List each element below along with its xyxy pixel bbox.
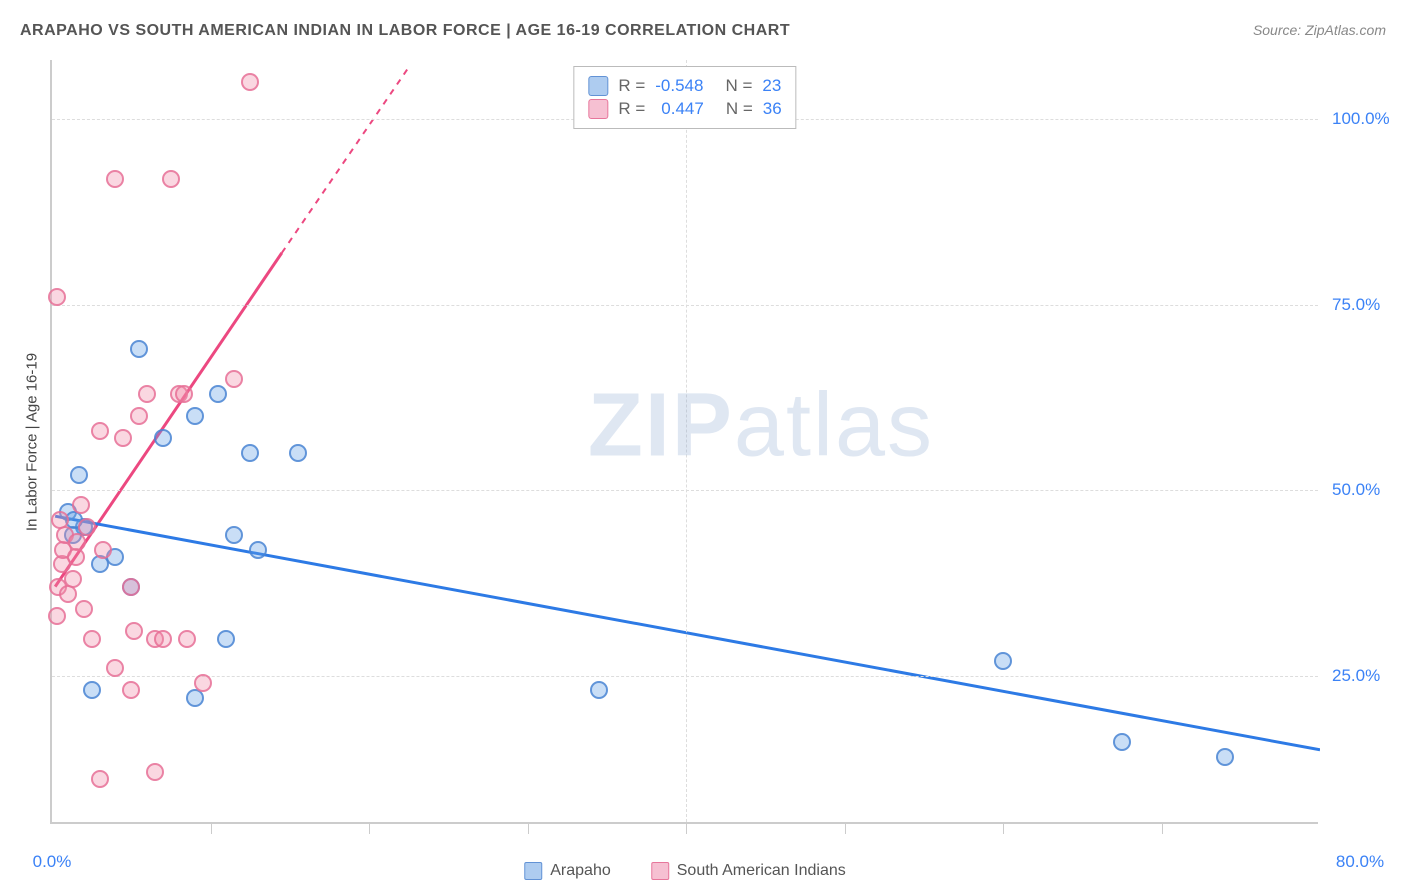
x-tick (1003, 824, 1004, 834)
correlation-legend: R = -0.548 N = 23 R = 0.447 N = 36 (573, 66, 796, 129)
y-axis-title: In Labor Force | Age 16-19 (24, 353, 41, 531)
n-label: N = (726, 99, 753, 119)
n-label: N = (725, 76, 752, 96)
watermark-light: atlas (734, 375, 934, 475)
point-sai (162, 170, 180, 188)
x-tick (211, 824, 212, 834)
x-end-label: 80.0% (1336, 852, 1384, 872)
point-sai (194, 674, 212, 692)
legend-label-sai: South American Indians (677, 862, 846, 880)
legend-row-arapaho: R = -0.548 N = 23 (588, 76, 781, 96)
n-value-arapaho: 23 (762, 76, 781, 96)
x-tick (686, 824, 687, 834)
point-sai (48, 607, 66, 625)
point-sai (122, 578, 140, 596)
point-arapaho (225, 526, 243, 544)
source-attribution: Source: ZipAtlas.com (1253, 22, 1386, 38)
r-label: R = (618, 76, 645, 96)
gridline-h (52, 490, 1318, 491)
point-sai (106, 170, 124, 188)
n-value-sai: 36 (763, 99, 782, 119)
gridline-h (52, 305, 1318, 306)
point-sai (122, 681, 140, 699)
point-arapaho (154, 429, 172, 447)
point-sai (175, 385, 193, 403)
point-sai (64, 570, 82, 588)
chart-title: ARAPAHO VS SOUTH AMERICAN INDIAN IN LABO… (20, 22, 790, 40)
point-sai (125, 622, 143, 640)
swatch-arapaho (588, 76, 608, 96)
point-sai (241, 73, 259, 91)
point-arapaho (590, 681, 608, 699)
x-tick (1162, 824, 1163, 834)
x-tick (528, 824, 529, 834)
chart-area: In Labor Force | Age 16-19 ZIPatlas R = … (50, 60, 1390, 824)
point-sai (138, 385, 156, 403)
swatch-arapaho-icon (524, 862, 542, 880)
point-arapaho (1113, 733, 1131, 751)
x-tick (369, 824, 370, 834)
point-sai (75, 600, 93, 618)
point-arapaho (249, 541, 267, 559)
point-sai (48, 288, 66, 306)
point-sai (146, 763, 164, 781)
trend-line (55, 516, 1320, 750)
watermark: ZIPatlas (588, 374, 934, 477)
point-sai (78, 518, 96, 536)
swatch-sai-icon (651, 862, 669, 880)
swatch-sai (588, 99, 608, 119)
trend-line (55, 253, 282, 587)
point-sai (225, 370, 243, 388)
point-sai (114, 429, 132, 447)
point-sai (94, 541, 112, 559)
x-tick (845, 824, 846, 834)
trend-line (282, 67, 409, 252)
y-tick-label: 75.0% (1332, 295, 1380, 315)
point-arapaho (289, 444, 307, 462)
gridline-v-mid (686, 60, 687, 822)
point-arapaho (83, 681, 101, 699)
point-sai (51, 511, 69, 529)
point-arapaho (70, 466, 88, 484)
point-sai (154, 630, 172, 648)
point-sai (72, 496, 90, 514)
point-sai (178, 630, 196, 648)
x-origin-label: 0.0% (33, 852, 72, 872)
point-arapaho (130, 340, 148, 358)
point-arapaho (241, 444, 259, 462)
r-value-sai: 0.447 (661, 99, 704, 119)
r-value-arapaho: -0.548 (655, 76, 703, 96)
point-sai (91, 770, 109, 788)
point-sai (106, 659, 124, 677)
legend-label-arapaho: Arapaho (550, 862, 611, 880)
legend-row-sai: R = 0.447 N = 36 (588, 99, 781, 119)
legend-item-arapaho: Arapaho (524, 862, 611, 880)
point-arapaho (994, 652, 1012, 670)
point-arapaho (1216, 748, 1234, 766)
point-sai (130, 407, 148, 425)
y-tick-label: 100.0% (1332, 109, 1390, 129)
point-arapaho (186, 407, 204, 425)
series-legend: Arapaho South American Indians (524, 862, 846, 880)
point-sai (91, 422, 109, 440)
point-arapaho (217, 630, 235, 648)
r-label: R = (618, 99, 645, 119)
plot-region: ZIPatlas R = -0.548 N = 23 R = 0.447 N =… (50, 60, 1318, 824)
point-sai (83, 630, 101, 648)
gridline-h (52, 676, 1318, 677)
point-arapaho (209, 385, 227, 403)
y-tick-label: 50.0% (1332, 480, 1380, 500)
y-tick-label: 25.0% (1332, 666, 1380, 686)
watermark-bold: ZIP (588, 375, 734, 475)
legend-item-sai: South American Indians (651, 862, 846, 880)
